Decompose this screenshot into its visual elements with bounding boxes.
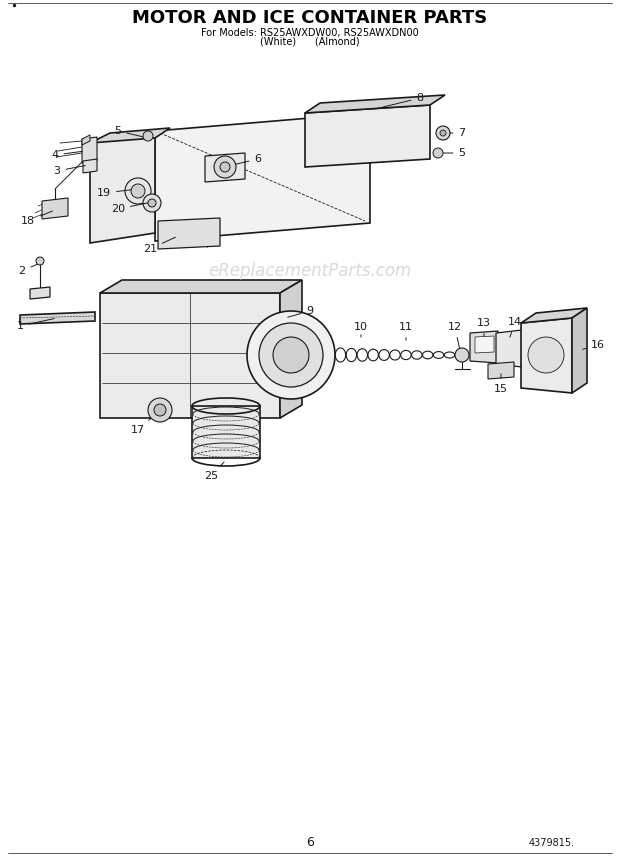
Text: 18: 18: [21, 211, 53, 226]
Polygon shape: [20, 312, 95, 324]
Polygon shape: [521, 308, 587, 323]
Circle shape: [433, 148, 443, 158]
Text: 1: 1: [17, 319, 55, 331]
Polygon shape: [158, 218, 220, 249]
Circle shape: [36, 257, 44, 265]
Circle shape: [148, 398, 172, 422]
Text: 15: 15: [494, 374, 508, 394]
Circle shape: [220, 162, 230, 172]
Text: 4379815.: 4379815.: [529, 838, 575, 848]
Polygon shape: [82, 135, 90, 145]
Circle shape: [125, 178, 151, 204]
Text: 19: 19: [97, 188, 135, 198]
Polygon shape: [470, 331, 498, 363]
Text: 6: 6: [231, 154, 262, 165]
Text: 21: 21: [143, 237, 175, 254]
Polygon shape: [82, 137, 97, 163]
Circle shape: [273, 337, 309, 373]
Text: 3: 3: [53, 165, 86, 176]
Text: 10: 10: [354, 322, 368, 337]
Polygon shape: [100, 293, 280, 418]
Circle shape: [214, 156, 236, 178]
Text: MOTOR AND ICE CONTAINER PARTS: MOTOR AND ICE CONTAINER PARTS: [133, 9, 487, 27]
Circle shape: [436, 126, 450, 140]
Text: For Models: RS25AWXDW00, RS25AWXDN00: For Models: RS25AWXDW00, RS25AWXDN00: [201, 28, 419, 38]
Polygon shape: [30, 287, 50, 299]
Text: 6: 6: [306, 837, 314, 850]
Circle shape: [131, 184, 145, 198]
Text: 16: 16: [583, 340, 605, 350]
Circle shape: [440, 130, 446, 136]
Text: 13: 13: [477, 318, 491, 342]
Polygon shape: [90, 133, 155, 243]
Text: 8: 8: [378, 93, 423, 108]
Polygon shape: [496, 330, 522, 367]
Polygon shape: [42, 198, 68, 219]
Text: 9: 9: [288, 306, 314, 317]
Polygon shape: [192, 406, 260, 458]
Polygon shape: [521, 318, 572, 393]
Polygon shape: [305, 95, 445, 113]
Text: 5: 5: [115, 126, 145, 138]
Circle shape: [148, 199, 156, 207]
Circle shape: [528, 337, 564, 373]
Polygon shape: [155, 113, 370, 241]
Text: (White)      (Almond): (White) (Almond): [260, 37, 360, 47]
Circle shape: [143, 194, 161, 212]
Polygon shape: [205, 153, 245, 182]
Text: 20: 20: [111, 202, 149, 214]
Text: 25: 25: [204, 462, 224, 481]
Text: 4: 4: [51, 150, 82, 160]
Polygon shape: [100, 280, 302, 293]
Polygon shape: [305, 105, 430, 167]
Polygon shape: [572, 308, 587, 393]
Text: 17: 17: [131, 412, 158, 435]
Polygon shape: [475, 336, 494, 353]
Text: 7: 7: [446, 128, 466, 138]
Text: 5: 5: [441, 148, 466, 158]
Circle shape: [259, 323, 323, 387]
Circle shape: [143, 131, 153, 141]
Text: eReplacementParts.com: eReplacementParts.com: [208, 262, 412, 280]
Text: 2: 2: [19, 264, 37, 276]
Polygon shape: [83, 159, 97, 173]
Circle shape: [154, 404, 166, 416]
Polygon shape: [280, 280, 302, 418]
Circle shape: [455, 348, 469, 362]
Circle shape: [247, 311, 335, 399]
Text: 11: 11: [399, 322, 413, 340]
Polygon shape: [90, 128, 170, 143]
Text: 14: 14: [508, 317, 522, 338]
Text: 12: 12: [448, 322, 462, 357]
Polygon shape: [488, 362, 514, 379]
